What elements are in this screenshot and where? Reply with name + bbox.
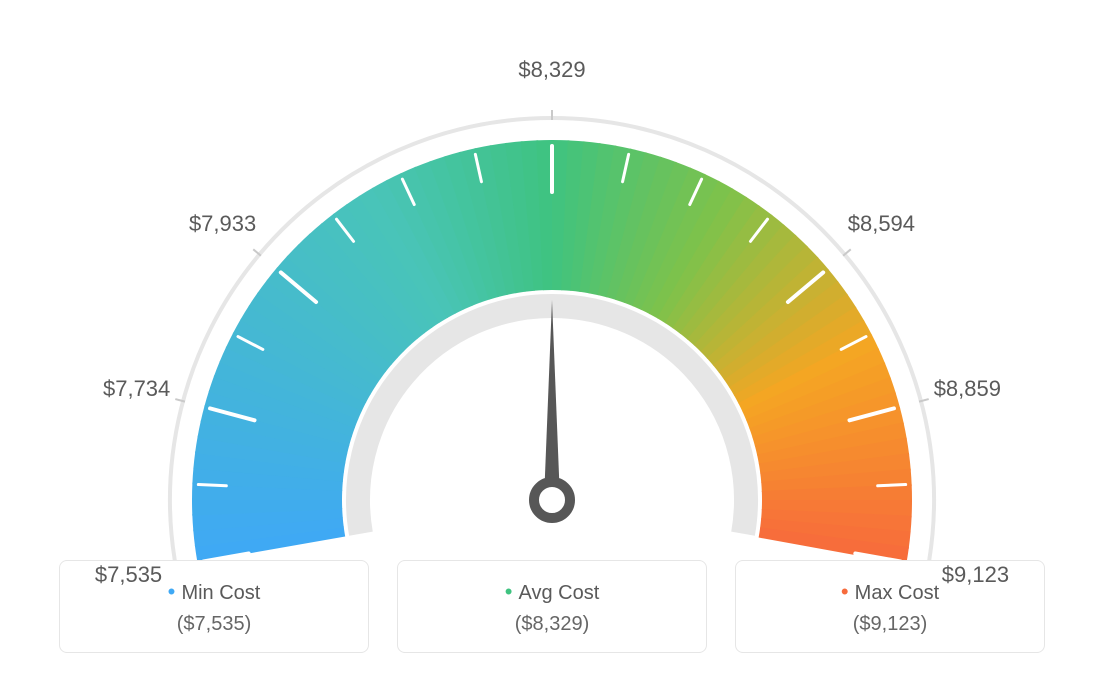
gauge-tick [878,485,906,486]
summary-avg-value: ($8,329) [408,613,696,636]
summary-avg-label: Avg Cost [408,579,696,605]
gauge-tick [198,485,226,486]
gauge-tick-label: $8,329 [518,57,585,83]
gauge-tick-label: $7,734 [103,376,170,402]
summary-max-value: ($9,123) [746,613,1034,636]
gauge-chart: $7,535$7,734$7,933$8,329$8,594$8,859$9,1… [0,0,1104,560]
gauge-tick-label: $7,933 [189,211,256,237]
summary-min-value: ($7,535) [70,613,358,636]
gauge-tick-label: $8,594 [848,211,915,237]
gauge-svg [102,40,1002,560]
summary-avg-box: Avg Cost ($8,329) [397,560,707,653]
gauge-needle [544,300,560,500]
gauge-tick-label: $7,535 [95,562,162,588]
gauge-tick-label: $9,123 [942,562,1009,588]
summary-row: Min Cost ($7,535) Avg Cost ($8,329) Max … [0,560,1104,653]
gauge-tick-label: $8,859 [934,376,1001,402]
needle-hub [534,482,570,518]
